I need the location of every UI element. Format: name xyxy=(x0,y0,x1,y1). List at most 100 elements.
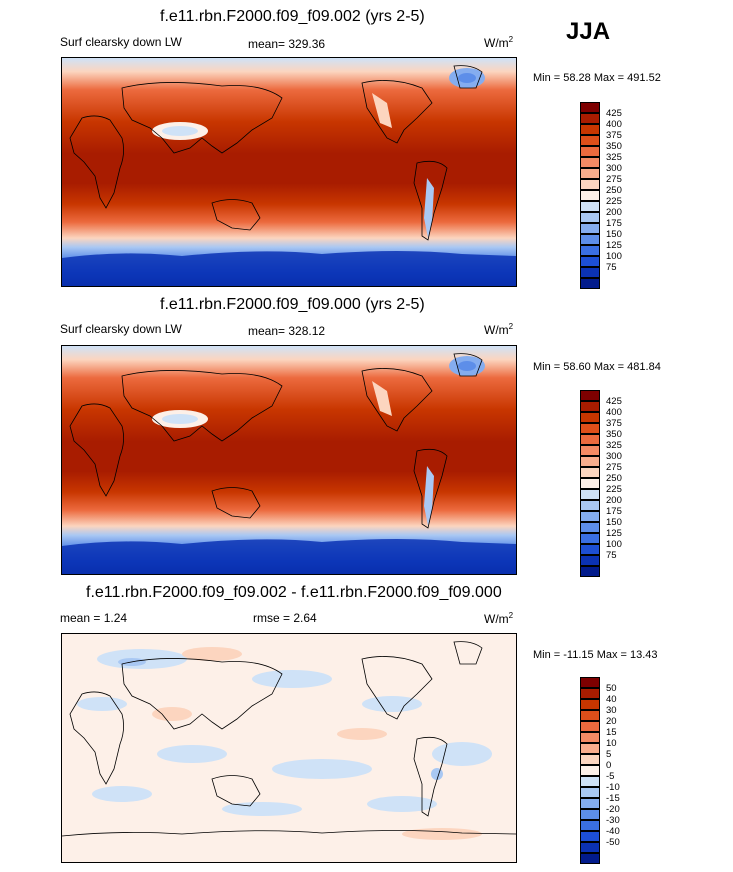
colorbar-tick: 0 xyxy=(606,760,612,771)
colorbar-tick: -20 xyxy=(606,804,620,815)
colorbar-swatch xyxy=(580,256,600,267)
panel1-units: W/m2 xyxy=(484,35,514,50)
panel3-minmax: Min = -11.15 Max = 13.43 xyxy=(533,649,658,661)
colorbar-tick: 150 xyxy=(606,229,622,240)
colorbar-tick: 250 xyxy=(606,185,622,196)
panel1-mean-label: mean= 329.36 xyxy=(248,37,326,51)
colorbar-swatch xyxy=(580,445,600,456)
colorbar-swatch xyxy=(580,533,600,544)
colorbar-swatch xyxy=(580,765,600,776)
colorbar-tick: 200 xyxy=(606,207,622,218)
colorbar-swatch xyxy=(580,500,600,511)
colorbar-swatch xyxy=(580,113,600,124)
panel3-map xyxy=(61,633,517,863)
panel3-title: f.e11.rbn.F2000.f09_f09.002 - f.e11.rbn.… xyxy=(86,584,502,601)
colorbar-tick: 50 xyxy=(606,683,617,694)
colorbar-swatch xyxy=(580,478,600,489)
colorbar-tick: 175 xyxy=(606,506,622,517)
colorbar-swatch xyxy=(580,201,600,212)
colorbar-swatch xyxy=(580,179,600,190)
colorbar-tick: -10 xyxy=(606,782,620,793)
colorbar-tick: 350 xyxy=(606,141,622,152)
colorbar-tick: -40 xyxy=(606,826,620,837)
colorbar-swatch xyxy=(580,754,600,765)
colorbar-tick: 225 xyxy=(606,484,622,495)
colorbar-tick: 75 xyxy=(606,550,617,561)
colorbar-tick: 100 xyxy=(606,251,622,262)
colorbar-tick: 40 xyxy=(606,694,617,705)
colorbar-tick: 275 xyxy=(606,462,622,473)
season-label: JJA xyxy=(566,18,611,45)
colorbar-swatch xyxy=(580,401,600,412)
panel3-mean-label: mean = 1.24 xyxy=(60,611,128,625)
colorbar-tick: 15 xyxy=(606,727,617,738)
colorbar-swatch xyxy=(580,699,600,710)
colorbar-swatch xyxy=(580,820,600,831)
colorbar-tick: 75 xyxy=(606,262,617,273)
colorbar-swatch xyxy=(580,732,600,743)
colorbar-tick: 425 xyxy=(606,108,622,119)
colorbar-tick: -5 xyxy=(606,771,615,782)
panel2-mean-label: mean= 328.12 xyxy=(248,324,326,338)
colorbar-swatch xyxy=(580,787,600,798)
colorbar-tick: 30 xyxy=(606,705,617,716)
colorbar-swatch xyxy=(580,721,600,732)
colorbar-swatch xyxy=(580,467,600,478)
colorbar-tick: 375 xyxy=(606,130,622,141)
colorbar-tick: 225 xyxy=(606,196,622,207)
colorbar-tick: -50 xyxy=(606,837,620,848)
colorbar-swatch xyxy=(580,124,600,135)
colorbar-swatch xyxy=(580,157,600,168)
colorbar-tick: 5 xyxy=(606,749,612,760)
colorbar-tick: 400 xyxy=(606,119,622,130)
colorbar-swatch xyxy=(580,168,600,179)
colorbar-tick: 10 xyxy=(606,738,617,749)
colorbar-swatch xyxy=(580,798,600,809)
colorbar-tick: 325 xyxy=(606,440,622,451)
panel2-map xyxy=(61,345,517,575)
colorbar-swatch xyxy=(580,555,600,566)
colorbar-swatch xyxy=(580,544,600,555)
colorbar-tick: 125 xyxy=(606,528,622,539)
colorbar-tick: 150 xyxy=(606,517,622,528)
colorbar-swatch xyxy=(580,434,600,445)
panel2-units: W/m2 xyxy=(484,322,514,337)
panel3-rmse-label: rmse = 2.64 xyxy=(253,611,317,625)
colorbar-tick: 375 xyxy=(606,418,622,429)
colorbar-tick: 20 xyxy=(606,716,617,727)
colorbar-swatch xyxy=(580,853,600,864)
colorbar-swatch xyxy=(580,743,600,754)
colorbar-swatch xyxy=(580,423,600,434)
panel2-minmax: Min = 58.60 Max = 481.84 xyxy=(533,361,661,373)
colorbar-tick: 300 xyxy=(606,163,622,174)
colorbar-swatch xyxy=(580,489,600,500)
colorbar-tick: -30 xyxy=(606,815,620,826)
panel2-variable-label: Surf clearsky down LW xyxy=(60,322,182,336)
colorbar-tick: 400 xyxy=(606,407,622,418)
colorbar-swatch xyxy=(580,223,600,234)
colorbar-tick: 350 xyxy=(606,429,622,440)
panel1-title: f.e11.rbn.F2000.f09_f09.002 (yrs 2-5) xyxy=(160,8,425,25)
colorbar-tick: 250 xyxy=(606,473,622,484)
colorbar-swatch xyxy=(580,146,600,157)
colorbar-swatch xyxy=(580,390,600,401)
panel3-units: W/m2 xyxy=(484,611,514,626)
colorbar-swatch xyxy=(580,677,600,688)
colorbar-swatch xyxy=(580,245,600,256)
colorbar-swatch xyxy=(580,135,600,146)
colorbar-tick: 425 xyxy=(606,396,622,407)
panel1-minmax: Min = 58.28 Max = 491.52 xyxy=(533,72,661,84)
panel1-variable-label: Surf clearsky down LW xyxy=(60,35,182,49)
colorbar-swatch xyxy=(580,234,600,245)
colorbar-swatch xyxy=(580,511,600,522)
colorbar-swatch xyxy=(580,710,600,721)
panel2-title: f.e11.rbn.F2000.f09_f09.000 (yrs 2-5) xyxy=(160,296,425,313)
colorbar-swatch xyxy=(580,809,600,820)
colorbar-tick: 300 xyxy=(606,451,622,462)
panel1-map xyxy=(61,57,517,287)
colorbar-swatch xyxy=(580,456,600,467)
colorbar-swatch xyxy=(580,102,600,113)
colorbar-swatch xyxy=(580,842,600,853)
colorbar-swatch xyxy=(580,688,600,699)
colorbar-tick: 275 xyxy=(606,174,622,185)
